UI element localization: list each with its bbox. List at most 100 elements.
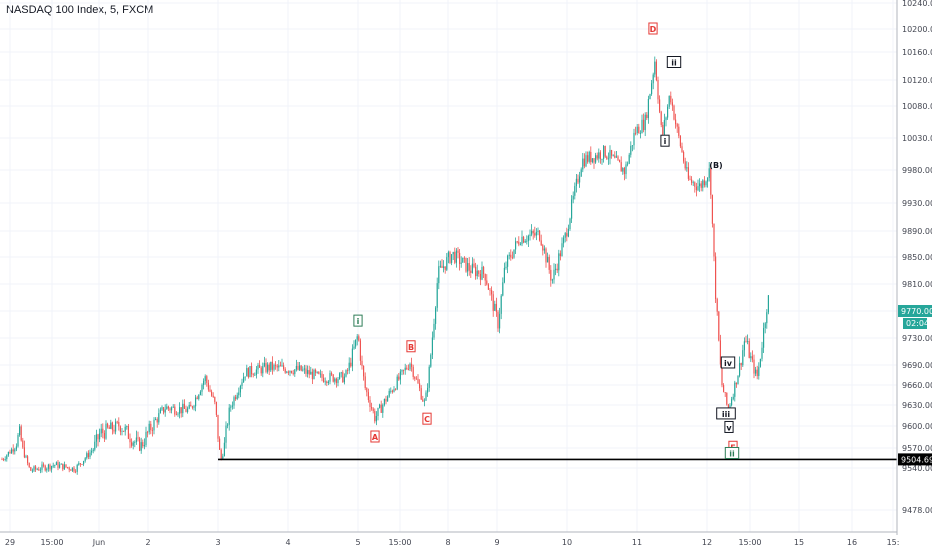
candle-body-111 [179, 407, 181, 414]
candle-body-435 [697, 186, 699, 191]
wave-label-7: iv [724, 359, 733, 368]
candle-body-5 [9, 451, 11, 454]
candle-body-416 [667, 106, 669, 118]
candle-body-372 [596, 155, 598, 159]
candle-body-231 [371, 407, 373, 409]
candle-body-286 [459, 252, 461, 264]
candle-body-279 [447, 252, 449, 258]
candle-body-194 [311, 371, 313, 380]
candle-body-437 [700, 183, 702, 188]
candle-body-440 [705, 181, 707, 186]
candle-body-69 [111, 422, 113, 430]
candle-body-15 [25, 456, 27, 458]
candle-body-327 [524, 241, 526, 243]
candle-body-62 [100, 428, 102, 434]
candle-body-346 [555, 268, 557, 270]
candle-body-419 [671, 102, 673, 106]
x-tick-label-0: 29 [5, 538, 15, 547]
candle-body-475 [761, 347, 763, 359]
wave-label-5: i [357, 317, 360, 326]
candle-body-22 [36, 469, 38, 471]
candle-body-249 [399, 371, 401, 380]
y-tick-label-2: 10160.00 [902, 48, 932, 57]
candle-body-245 [393, 389, 395, 392]
candle-body-339 [543, 248, 545, 251]
candle-body-385 [617, 156, 619, 160]
candle-body-243 [390, 390, 392, 392]
price-axis[interactable]: 10240.00 10200.00 10160.00 10120.00 10080.00… [896, 0, 932, 535]
wave-label-11: ii [729, 449, 735, 458]
candle-body-379 [607, 158, 609, 160]
candle-body-477 [764, 323, 766, 329]
candle-body-144 [231, 405, 233, 407]
candle-body-443 [710, 168, 712, 195]
candle-body-87 [140, 442, 142, 451]
candle-body-391 [627, 163, 629, 165]
candle-body-234 [375, 416, 377, 422]
time-axis[interactable]: 29 15:00 Jun 2 3 4 5 15:00 8 9 10 11 12 15:00 15 16 15: [0, 531, 899, 547]
candle-body-31 [51, 465, 53, 470]
candle-body-65 [105, 423, 107, 439]
candle-body-177 [284, 368, 286, 373]
wave-label-8: iii [722, 410, 730, 419]
candle-body-77 [124, 426, 126, 432]
current-price-tag [898, 305, 932, 317]
candle-body-445 [713, 223, 715, 257]
candle-body-409 [655, 61, 657, 81]
candle-body-237 [380, 404, 382, 413]
candle-body-374 [599, 152, 601, 160]
candle-body-107 [172, 406, 174, 408]
wave-label-box-7 [720, 356, 736, 369]
candle-body-368 [590, 151, 592, 163]
candle-body-323 [518, 241, 520, 245]
candle-body-468 [750, 356, 752, 358]
level-price-tag [898, 453, 932, 466]
candle-body-338 [542, 245, 544, 251]
y-tick-label-17: 9570.00 [902, 444, 932, 453]
candle-body-406 [651, 83, 653, 95]
candle-body-137 [220, 449, 222, 459]
wave-label-box-3 [422, 412, 432, 425]
candle-body-140 [225, 425, 227, 443]
candle-body-418 [670, 95, 672, 103]
candle-body-110 [177, 413, 179, 415]
candle-body-165 [265, 362, 267, 372]
candle-body-239 [383, 399, 385, 405]
candle-body-47 [76, 464, 78, 472]
candle-body-277 [444, 266, 446, 270]
candle-body-48 [78, 463, 80, 465]
candle-body-189 [303, 368, 305, 370]
candle-body-2 [4, 459, 6, 460]
candle-body-294 [471, 263, 473, 273]
x-tick-label-1: 15:00 [40, 538, 63, 547]
candle-body-238 [382, 404, 384, 413]
level-price-label: 9504.69 [901, 455, 932, 464]
candle-body-209 [335, 378, 337, 383]
y-tick-label-4: 10080.00 [902, 102, 932, 111]
candle-body-42 [68, 467, 70, 470]
candle-body-244 [391, 390, 393, 392]
candle-body-168 [270, 361, 272, 371]
candle-body-270 [433, 323, 435, 338]
candle-body-57 [92, 449, 94, 452]
candle-body-203 [326, 381, 328, 383]
candle-body-335 [537, 230, 539, 232]
candle-body-265 [425, 392, 427, 401]
candle-body-24 [39, 469, 41, 471]
candle-body-100 [161, 407, 163, 410]
candle-body-105 [169, 408, 171, 411]
candle-body-439 [703, 180, 705, 186]
candle-body-262 [420, 388, 422, 400]
candle-body-337 [540, 240, 542, 246]
candle-body-331 [531, 230, 533, 235]
candle-body-328 [526, 240, 528, 242]
candle-body-45 [73, 467, 75, 472]
x-tick-label-4: 3 [215, 538, 220, 547]
candle-body-334 [535, 231, 537, 236]
candle-body-470 [753, 359, 755, 374]
candle-body-172 [276, 365, 278, 368]
candle-body-365 [585, 155, 587, 167]
x-tick-label-13: 15:00 [738, 538, 761, 547]
candle-body-264 [423, 400, 425, 402]
